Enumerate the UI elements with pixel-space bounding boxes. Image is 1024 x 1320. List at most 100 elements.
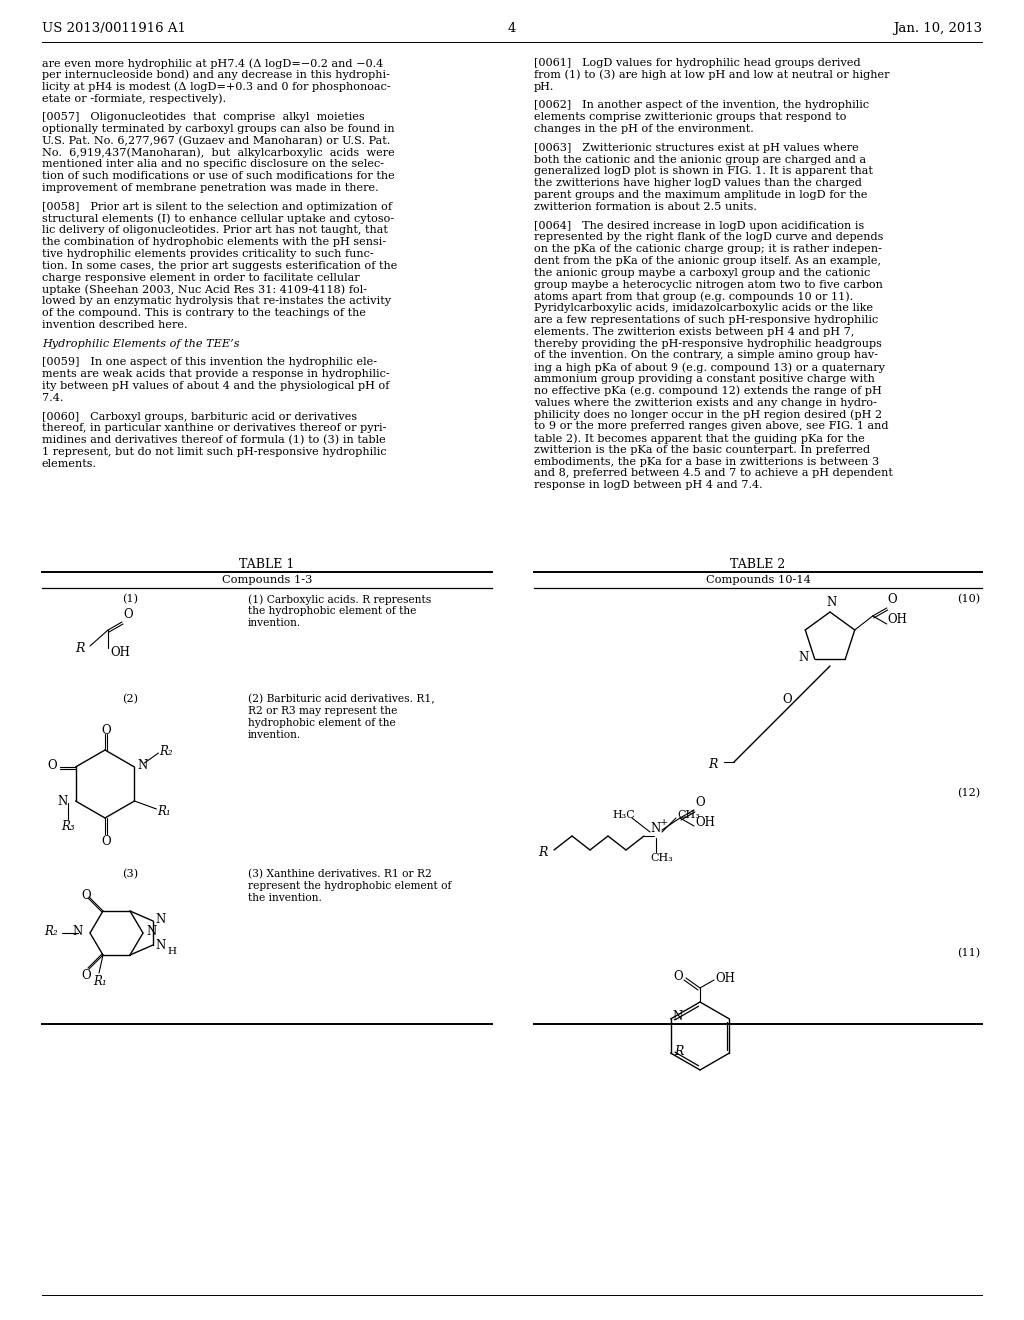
Text: to 9 or the more preferred ranges given above, see FIG. 1 and: to 9 or the more preferred ranges given … (534, 421, 889, 432)
Text: Hydrophilic Elements of the TEE’s: Hydrophilic Elements of the TEE’s (42, 339, 240, 348)
Text: uptake (Sheehan 2003, Nuc Acid Res 31: 4109-4118) fol-: uptake (Sheehan 2003, Nuc Acid Res 31: 4… (42, 284, 367, 294)
Text: thereof, in particular xanthine or derivatives thereof or pyri-: thereof, in particular xanthine or deriv… (42, 424, 386, 433)
Text: represented by the right flank of the logD curve and depends: represented by the right flank of the lo… (534, 232, 884, 243)
Text: O: O (695, 796, 705, 808)
Text: R₂: R₂ (160, 744, 173, 758)
Text: 7.4.: 7.4. (42, 393, 63, 403)
Text: the anionic group maybe a carboxyl group and the cationic: the anionic group maybe a carboxyl group… (534, 268, 870, 277)
Text: H₃C: H₃C (612, 810, 635, 820)
Text: [0062]   In another aspect of the invention, the hydrophilic: [0062] In another aspect of the inventio… (534, 100, 869, 111)
Text: (1): (1) (122, 594, 138, 605)
Text: R: R (538, 846, 548, 859)
Text: table 2). It becomes apparent that the guiding pKa for the: table 2). It becomes apparent that the g… (534, 433, 865, 444)
Text: tion of such modifications or use of such modifications for the: tion of such modifications or use of suc… (42, 172, 394, 181)
Text: invention described here.: invention described here. (42, 319, 187, 330)
Text: N: N (799, 651, 809, 664)
Text: R: R (709, 758, 718, 771)
Text: generalized logD plot is shown in FIG. 1. It is apparent that: generalized logD plot is shown in FIG. 1… (534, 166, 872, 177)
Text: (11): (11) (956, 948, 980, 958)
Text: O: O (101, 723, 111, 737)
Text: atoms apart from that group (e.g. compounds 10 or 11).: atoms apart from that group (e.g. compou… (534, 292, 853, 302)
Text: of the invention. On the contrary, a simple amino group hav-: of the invention. On the contrary, a sim… (534, 350, 878, 360)
Text: N: N (155, 939, 165, 952)
Text: TABLE 1: TABLE 1 (240, 558, 295, 572)
Text: OH: OH (715, 972, 735, 985)
Text: the zwitterions have higher logD values than the charged: the zwitterions have higher logD values … (534, 178, 862, 189)
Text: the invention.: the invention. (248, 894, 322, 903)
Text: R2 or R3 may represent the: R2 or R3 may represent the (248, 706, 397, 715)
Text: [0058]   Prior art is silent to the selection and optimization of: [0058] Prior art is silent to the select… (42, 202, 392, 211)
Text: CH₃: CH₃ (650, 853, 673, 863)
Text: R₁: R₁ (158, 805, 171, 818)
Text: OH: OH (888, 614, 907, 627)
Text: represent the hydrophobic element of: represent the hydrophobic element of (248, 880, 452, 891)
Text: R: R (675, 1045, 684, 1059)
Text: No.  6,919,437(Manoharan),  but  alkylcarboxylic  acids  were: No. 6,919,437(Manoharan), but alkylcarbo… (42, 148, 394, 158)
Text: OH: OH (110, 645, 130, 659)
Text: dent from the pKa of the anionic group itself. As an example,: dent from the pKa of the anionic group i… (534, 256, 881, 267)
Text: charge responsive element in order to facilitate cellular: charge responsive element in order to fa… (42, 273, 359, 282)
Text: midines and derivatives thereof of formula (1) to (3) in table: midines and derivatives thereof of formu… (42, 436, 386, 446)
Text: no effective pKa (e.g. compound 12) extends the range of pH: no effective pKa (e.g. compound 12) exte… (534, 385, 882, 396)
Text: +: + (660, 818, 669, 828)
Text: [0061]   LogD values for hydrophilic head groups derived: [0061] LogD values for hydrophilic head … (534, 58, 860, 69)
Text: U.S. Pat. No. 6,277,967 (Guzaev and Manoharan) or U.S. Pat.: U.S. Pat. No. 6,277,967 (Guzaev and Mano… (42, 136, 390, 147)
Text: R₂: R₂ (44, 925, 57, 939)
Text: Pyridylcarboxylic acids, imidazolcarboxylic acids or the like: Pyridylcarboxylic acids, imidazolcarboxy… (534, 304, 873, 313)
Text: tive hydrophilic elements provides criticality to such func-: tive hydrophilic elements provides criti… (42, 249, 374, 259)
Text: N: N (650, 822, 660, 836)
Text: invention.: invention. (248, 618, 301, 628)
Text: TABLE 2: TABLE 2 (730, 558, 785, 572)
Text: structural elements (I) to enhance cellular uptake and cytoso-: structural elements (I) to enhance cellu… (42, 214, 394, 224)
Text: response in logD between pH 4 and 7.4.: response in logD between pH 4 and 7.4. (534, 480, 763, 490)
Text: parent groups and the maximum amplitude in logD for the: parent groups and the maximum amplitude … (534, 190, 867, 201)
Text: (3) Xanthine derivatives. R1 or R2: (3) Xanthine derivatives. R1 or R2 (248, 869, 432, 879)
Text: are a few representations of such pH-responsive hydrophilic: are a few representations of such pH-res… (534, 315, 879, 325)
Text: pH.: pH. (534, 82, 554, 91)
Text: [0057]   Oligonucleotides  that  comprise  alkyl  moieties: [0057] Oligonucleotides that comprise al… (42, 112, 365, 123)
Text: embodiments, the pKa for a base in zwitterions is between 3: embodiments, the pKa for a base in zwitt… (534, 457, 880, 466)
Text: O: O (81, 969, 91, 982)
Text: (2) Barbituric acid derivatives. R1,: (2) Barbituric acid derivatives. R1, (248, 694, 434, 705)
Text: on the pKa of the cationic charge group; it is rather indepen-: on the pKa of the cationic charge group;… (534, 244, 882, 255)
Text: R₃: R₃ (61, 820, 75, 833)
Text: (1) Carboxylic acids. R represents: (1) Carboxylic acids. R represents (248, 594, 431, 605)
Text: N: N (146, 925, 157, 939)
Text: O: O (47, 759, 57, 772)
Text: Jan. 10, 2013: Jan. 10, 2013 (893, 22, 982, 36)
Text: optionally terminated by carboxyl groups can also be found in: optionally terminated by carboxyl groups… (42, 124, 394, 135)
Text: and 8, preferred between 4.5 and 7 to achieve a pH dependent: and 8, preferred between 4.5 and 7 to ac… (534, 469, 893, 478)
Text: the hydrophobic element of the: the hydrophobic element of the (248, 606, 417, 616)
Text: thereby providing the pH-responsive hydrophilic headgroups: thereby providing the pH-responsive hydr… (534, 339, 882, 348)
Text: N: N (155, 913, 165, 927)
Text: Compounds 1-3: Compounds 1-3 (222, 576, 312, 585)
Text: group maybe a heterocyclic nitrogen atom two to five carbon: group maybe a heterocyclic nitrogen atom… (534, 280, 883, 289)
Text: elements comprise zwitterionic groups that respond to: elements comprise zwitterionic groups th… (534, 112, 847, 123)
Text: elements. The zwitterion exists between pH 4 and pH 7,: elements. The zwitterion exists between … (534, 327, 854, 337)
Text: hydrophobic element of the: hydrophobic element of the (248, 718, 395, 729)
Text: [0060]   Carboxyl groups, barbituric acid or derivatives: [0060] Carboxyl groups, barbituric acid … (42, 412, 357, 421)
Text: US 2013/0011916 A1: US 2013/0011916 A1 (42, 22, 186, 36)
Text: H: H (167, 946, 176, 956)
Text: (12): (12) (956, 788, 980, 799)
Text: N: N (137, 759, 147, 772)
Text: O: O (673, 970, 683, 983)
Text: from (1) to (3) are high at low pH and low at neutral or higher: from (1) to (3) are high at low pH and l… (534, 70, 890, 81)
Text: ments are weak acids that provide a response in hydrophilic-: ments are weak acids that provide a resp… (42, 370, 389, 379)
Text: (2): (2) (122, 694, 138, 705)
Text: lic delivery of oligonucleotides. Prior art has not taught, that: lic delivery of oligonucleotides. Prior … (42, 226, 388, 235)
Text: (10): (10) (956, 594, 980, 605)
Text: O: O (888, 594, 897, 606)
Text: OH: OH (695, 816, 715, 829)
Text: philicity does no longer occur in the pH region desired (pH 2: philicity does no longer occur in the pH… (534, 409, 882, 420)
Text: etate or -formiate, respectively).: etate or -formiate, respectively). (42, 94, 226, 104)
Text: tion. In some cases, the prior art suggests esterification of the: tion. In some cases, the prior art sugge… (42, 261, 397, 271)
Text: O: O (101, 836, 111, 847)
Text: CH₃: CH₃ (677, 810, 699, 820)
Text: [0063]   Zwitterionic structures exist at pH values where: [0063] Zwitterionic structures exist at … (534, 143, 859, 153)
Text: improvement of membrane penetration was made in there.: improvement of membrane penetration was … (42, 183, 379, 193)
Text: [0064]   The desired increase in logD upon acidification is: [0064] The desired increase in logD upon… (534, 220, 864, 231)
Text: values where the zwitterion exists and any change in hydro-: values where the zwitterion exists and a… (534, 397, 877, 408)
Text: Compounds 10-14: Compounds 10-14 (706, 576, 810, 585)
Text: the combination of hydrophobic elements with the pH sensi-: the combination of hydrophobic elements … (42, 238, 386, 247)
